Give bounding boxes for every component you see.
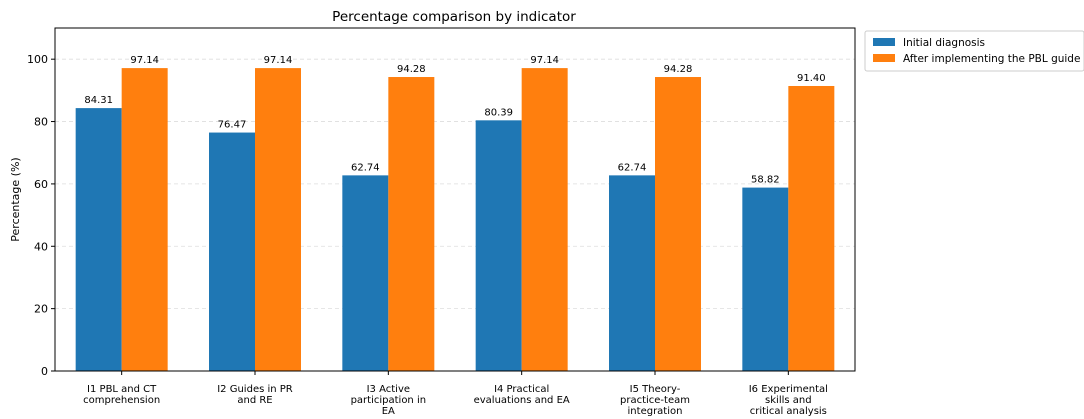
legend-box (864, 30, 1084, 72)
y-tick-label: 100 (27, 53, 48, 66)
bar-value-label: 84.31 (84, 95, 113, 106)
x-axis: I1 PBL and CT comprehension I2 Guides in P… (83, 371, 828, 417)
x-tick-label: I1 PBL and CT comprehension (83, 384, 160, 406)
bar-value-label: 94.28 (397, 64, 426, 75)
y-tick-label: 0 (41, 365, 48, 378)
bar-initial-6 (742, 187, 789, 371)
x-tick-label: I4 Practical evaluations and EA (474, 384, 570, 406)
legend-label: Initial diagnosis (903, 37, 985, 49)
bar-value-label: 97.14 (130, 55, 159, 66)
bar-value-label: 97.14 (530, 55, 559, 66)
y-tick-label: 60 (34, 178, 48, 191)
x-tick-label: I3 Active participation in EA (351, 384, 427, 417)
bar-after-1 (121, 68, 168, 371)
plot-frame (54, 27, 856, 372)
bar-initial-1 (75, 108, 122, 372)
x-tick-label: I6 Experimental skills and critical analys… (749, 384, 828, 417)
legend-label: After implementing the PBL guide (903, 53, 1080, 65)
y-tick-label: 40 (34, 240, 48, 253)
bar-after-5 (655, 77, 701, 371)
legend: Initial diagnosis After implementing the … (864, 30, 1084, 72)
bar-value-labels: 84.31 97.14 76.47 97.14 62.74 94.28 80.39 97.14… (84, 55, 825, 185)
x-tick-label: I2 Guides in PR and RE (217, 384, 293, 406)
bar-initial-3 (342, 175, 389, 371)
grid-lines (55, 58, 855, 372)
x-tick-label: I5 Theory-practice-team integration (620, 384, 690, 417)
bar-value-label: 58.82 (751, 175, 780, 186)
bar-value-label: 62.74 (351, 162, 380, 173)
bar-after-2 (255, 68, 301, 371)
bar-value-label: 80.39 (484, 107, 513, 118)
y-axis: 0 20 40 60 80 100 (27, 53, 55, 378)
y-axis-label: Percentage (%) (9, 157, 22, 241)
bar-value-label: 94.28 (664, 64, 693, 75)
bar-after-4 (521, 68, 568, 371)
bar-after-3 (388, 77, 435, 371)
chart-title: Percentage comparison by indicator (332, 9, 576, 25)
y-tick-label: 80 (34, 116, 48, 129)
bar-value-label: 76.47 (218, 120, 247, 131)
bar-after-6 (788, 85, 835, 372)
bar-value-label: 91.40 (797, 73, 826, 84)
y-tick-label: 20 (34, 303, 48, 316)
bar-initial-2 (209, 132, 255, 371)
bar-value-label: 97.14 (264, 55, 293, 66)
bar-initial-5 (609, 175, 655, 371)
bar-initial-4 (475, 120, 522, 371)
bars (75, 68, 835, 372)
legend-swatch (873, 54, 895, 62)
bar-value-label: 62.74 (618, 162, 647, 173)
legend-swatch (873, 38, 895, 46)
